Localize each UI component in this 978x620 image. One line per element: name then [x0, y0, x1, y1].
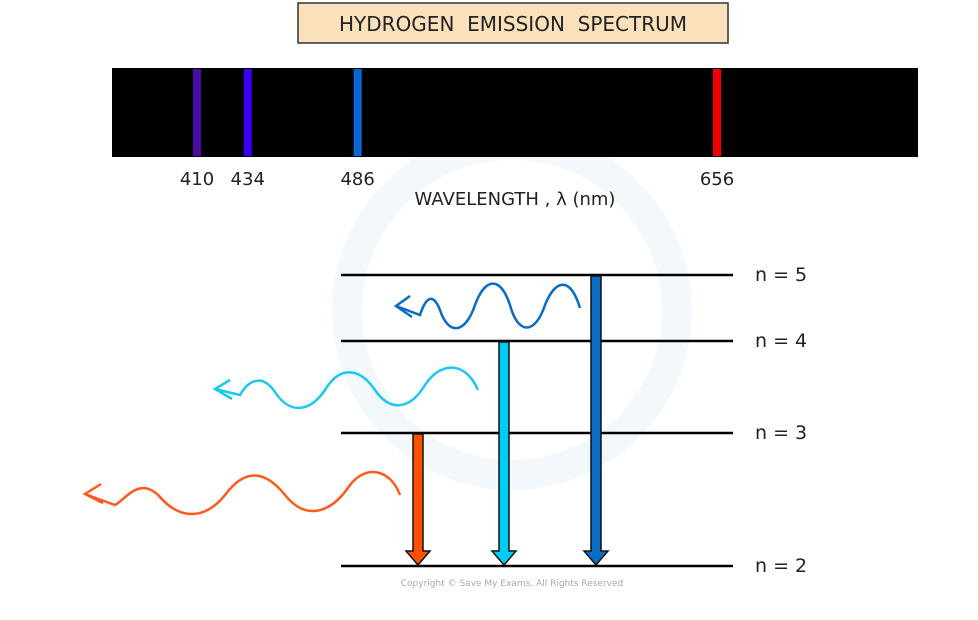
photon-wave-blue — [395, 282, 582, 330]
spectral-line-410 — [193, 69, 201, 156]
photon-arrowhead-orange — [82, 482, 104, 505]
wavelength-label: 410 — [180, 169, 214, 190]
photon-arrowhead-blue — [393, 294, 413, 319]
title: HYDROGEN EMISSION SPECTRUM — [339, 12, 687, 36]
spectral-line-656 — [713, 69, 721, 156]
copyright: Copyright © Save My Exams. All Rights Re… — [401, 579, 623, 589]
level-label: n = 4 — [755, 330, 807, 352]
photon-arrowhead-cyan — [212, 378, 233, 401]
level-label: n = 3 — [755, 422, 807, 444]
level-label: n = 2 — [755, 555, 807, 577]
transition-arrow-5-to-2 — [582, 275, 610, 567]
transition-arrow-3-to-2 — [404, 433, 432, 567]
spectral-line-434 — [243, 69, 252, 156]
photon-wave-cyan — [214, 366, 480, 410]
wavelength-label: 486 — [340, 169, 374, 190]
wavelength-axis-label: WAVELENGTH , λ (nm) — [415, 189, 616, 210]
spectrum-bar — [112, 68, 918, 157]
title-box — [297, 2, 729, 44]
wavelength-label: 656 — [700, 169, 734, 190]
wavelength-label: 434 — [231, 169, 265, 190]
photon-wave-orange — [84, 470, 402, 516]
level-label: n = 5 — [755, 264, 807, 286]
spectral-line-486 — [353, 69, 362, 156]
transition-arrow-4-to-2 — [490, 341, 518, 567]
